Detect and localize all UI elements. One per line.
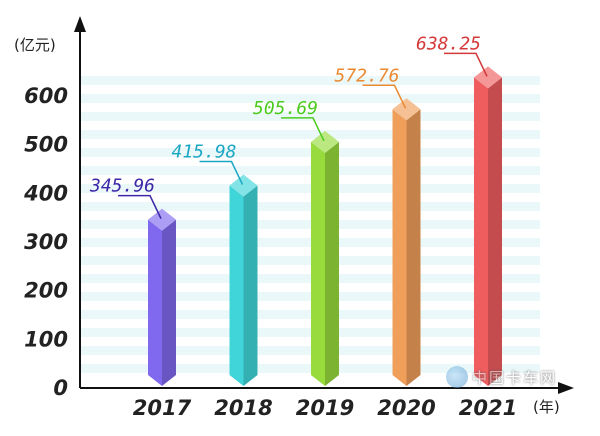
bars	[148, 66, 502, 386]
bar	[148, 208, 176, 386]
y-tick-label: 600	[24, 84, 68, 108]
x-tick-label: 2017	[133, 396, 192, 420]
background-bands	[80, 76, 540, 373]
background-band	[80, 112, 540, 121]
background-band	[80, 148, 540, 157]
background-band	[80, 364, 540, 373]
bar	[229, 174, 258, 386]
background-band	[80, 166, 540, 175]
background-band	[80, 346, 540, 355]
background-band	[80, 130, 540, 139]
x-tick-label: 2018	[214, 396, 272, 420]
background-band	[80, 238, 540, 247]
y-axis-unit: (亿元)	[14, 36, 56, 54]
bar-top-face	[229, 174, 258, 197]
bar-top-face	[311, 130, 339, 153]
data-label-leader	[281, 117, 325, 142]
data-label-text: 638.25	[416, 33, 481, 54]
data-label-text: 572.76	[335, 65, 400, 86]
x-tick-label: 2020	[377, 396, 435, 420]
axes	[74, 16, 574, 394]
watermark-text: 中国卡车网	[472, 368, 558, 387]
y-tick-label: 400	[23, 181, 68, 205]
bar-right-face	[325, 141, 339, 386]
bar-right-face	[243, 185, 258, 386]
data-label: 415.98	[172, 142, 244, 185]
bar-left-face	[392, 109, 407, 386]
data-label-text: 345.96	[89, 176, 155, 197]
data-label: 572.76	[335, 65, 407, 109]
y-tick-label: 100	[24, 327, 68, 351]
y-tick-label: 0	[53, 376, 68, 400]
y-axis-arrow	[74, 16, 86, 32]
background-band	[80, 220, 540, 229]
background-band	[80, 328, 540, 337]
background-band	[80, 94, 540, 103]
bar-left-face	[311, 141, 325, 386]
background-band	[80, 310, 540, 319]
bar-top-face	[474, 66, 502, 89]
data-label: 505.69	[253, 98, 325, 142]
x-axis-unit: (年)	[533, 398, 560, 416]
data-label-text: 415.98	[172, 142, 237, 163]
bar-top-face	[148, 208, 176, 231]
data-label: 638.25	[416, 33, 488, 77]
y-tick-labels: 0 100 200 300 400 500 600	[23, 84, 68, 400]
globe-icon	[446, 366, 468, 388]
bar-left-face	[474, 77, 488, 386]
data-label-leader	[199, 160, 244, 185]
bar-top-face	[392, 98, 421, 121]
watermark: 中国卡车网	[446, 366, 557, 388]
bar-left-face	[229, 185, 244, 386]
x-tick-label: 2021	[459, 396, 517, 420]
background-band	[80, 76, 540, 85]
bar-right-face	[162, 219, 176, 386]
data-label-text: 505.69	[253, 98, 318, 119]
y-tick-label: 200	[24, 279, 68, 303]
background-band	[80, 202, 540, 211]
x-tick-labels: 2017 2018 2019 2020 2021	[133, 396, 517, 420]
bar-right-face	[488, 77, 502, 386]
y-tick-label: 500	[24, 133, 68, 157]
bar	[474, 66, 502, 386]
data-label: 345.96	[89, 176, 162, 219]
background-band	[80, 274, 540, 283]
data-label-leader	[118, 194, 162, 219]
background-band	[80, 292, 540, 301]
data-labels: 345.96 415.98 505.69 572.76 638.25	[89, 33, 488, 219]
data-label-leader	[444, 52, 488, 77]
y-tick-label: 300	[24, 230, 68, 254]
bar-left-face	[148, 219, 162, 386]
background-band	[80, 256, 540, 265]
bar	[392, 98, 421, 386]
bar	[311, 130, 339, 386]
background-band	[80, 184, 540, 193]
x-axis-arrow	[558, 382, 574, 394]
data-label-leader	[362, 84, 407, 109]
bar-right-face	[406, 109, 421, 386]
x-tick-label: 2019	[296, 396, 354, 420]
